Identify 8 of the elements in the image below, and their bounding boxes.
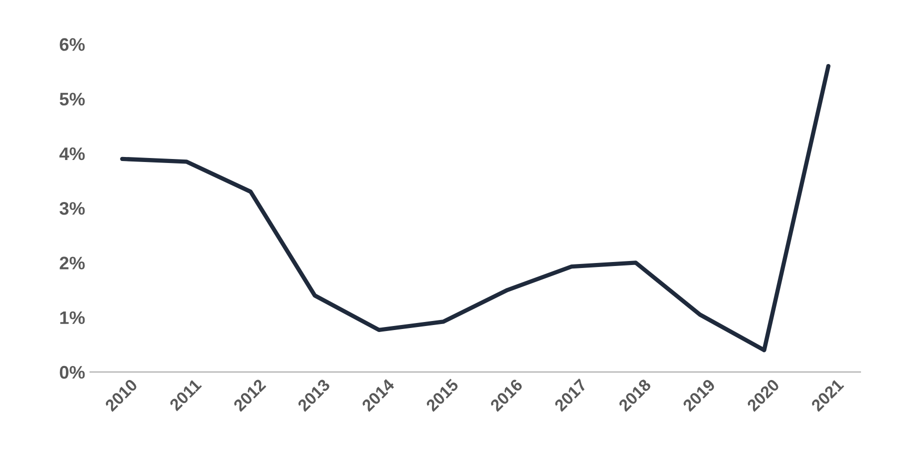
line-series: [120, 64, 830, 352]
y-tick-label: 0%: [60, 366, 85, 379]
y-tick-label: 6%: [60, 38, 85, 51]
y-tick-label: 1%: [60, 311, 85, 324]
y-tick-label: 5%: [60, 92, 85, 106]
y-tick-label: 2%: [60, 256, 85, 270]
y-tick-label: 3%: [60, 202, 85, 215]
y-tick-label: 4%: [59, 147, 85, 160]
